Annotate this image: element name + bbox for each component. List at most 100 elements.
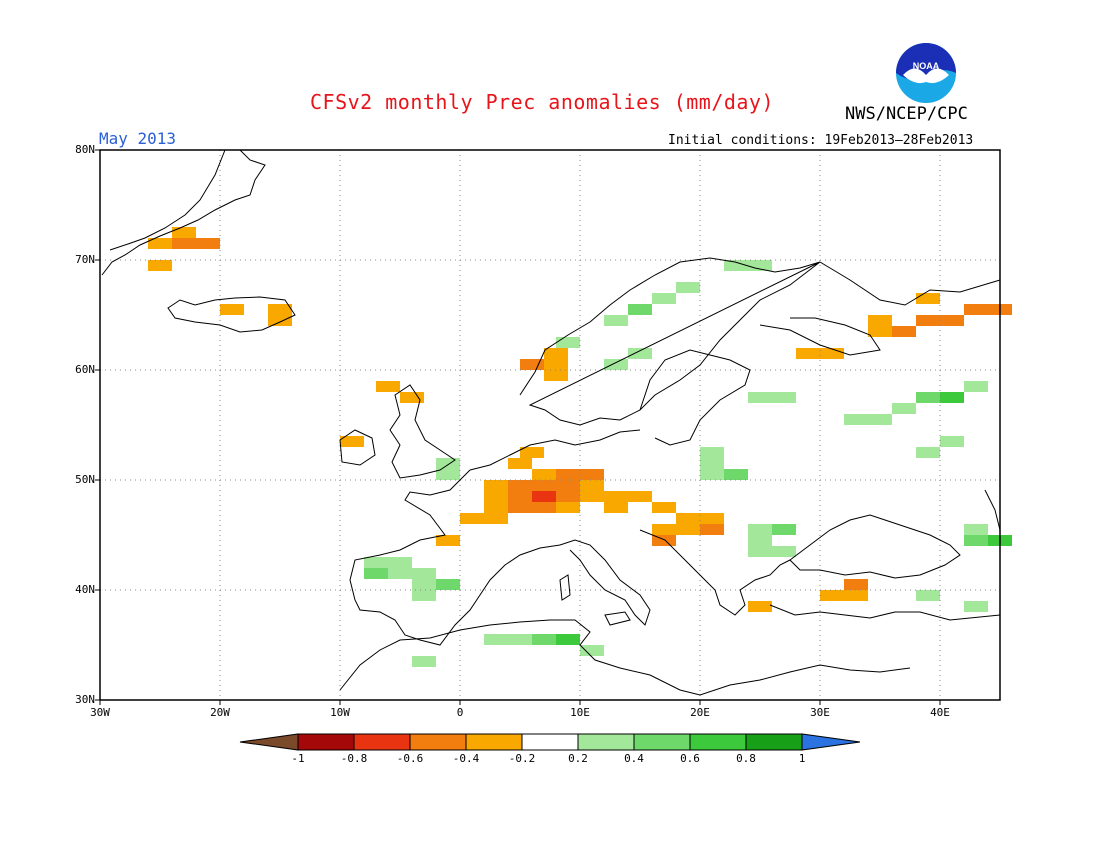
anomaly-cell — [604, 359, 628, 370]
anomaly-cell — [700, 513, 724, 524]
colorbar-swatch — [689, 733, 747, 751]
anomaly-cell — [820, 348, 844, 359]
anomaly-cell — [436, 458, 460, 469]
colorbar-swatch — [353, 733, 411, 751]
anomaly-cell — [484, 502, 508, 513]
anomaly-cell — [700, 469, 724, 480]
anomaly-cell — [748, 535, 772, 546]
lon-label: 0 — [456, 706, 464, 719]
anomaly-cell — [508, 491, 532, 502]
colorbar-label: 1 — [798, 752, 806, 765]
lat-label: 40N — [75, 583, 95, 596]
anomaly-cell — [676, 513, 700, 524]
lon-label: 10E — [570, 706, 590, 719]
lon-label: 30E — [810, 706, 830, 719]
anomaly-cell — [556, 634, 580, 645]
anomaly-cell — [412, 656, 436, 667]
anomaly-cell — [700, 447, 724, 458]
anomaly-cell — [508, 458, 532, 469]
anomaly-cell — [196, 238, 220, 249]
anomaly-cell — [628, 348, 652, 359]
anomaly-cell — [544, 348, 568, 359]
anomaly-cell — [964, 304, 988, 315]
anomaly-cell — [556, 469, 580, 480]
lon-label: 20E — [690, 706, 710, 719]
lat-label: 70N — [75, 253, 95, 266]
anomaly-cell — [484, 513, 508, 524]
anomaly-cell — [748, 260, 772, 271]
anomaly-cell — [796, 348, 820, 359]
anomaly-cell — [412, 590, 436, 601]
anomaly-cell — [556, 337, 580, 348]
anomaly-cell — [820, 590, 844, 601]
anomaly-cell — [892, 326, 916, 337]
anomaly-cell — [532, 502, 556, 513]
anomaly-cell — [604, 502, 628, 513]
anomaly-cell — [604, 315, 628, 326]
anomaly-cell — [844, 579, 868, 590]
anomaly-cell — [484, 491, 508, 502]
anomaly-cell — [148, 260, 172, 271]
anomaly-cell — [964, 601, 988, 612]
anomaly-cell — [532, 480, 556, 491]
anomaly-cell — [532, 491, 556, 502]
anomaly-cell — [916, 447, 940, 458]
organization-label: NWS/NCEP/CPC — [845, 104, 968, 124]
colorbar-label: 0.4 — [624, 752, 644, 765]
graticule — [100, 150, 1000, 700]
anomaly-cell — [772, 546, 796, 557]
colorbar-swatch — [577, 733, 635, 751]
anomaly-cell — [580, 469, 604, 480]
anomaly-cells — [148, 227, 1012, 667]
anomaly-cell — [964, 524, 988, 535]
anomaly-cell — [580, 480, 604, 491]
colorbar-swatch — [297, 733, 355, 751]
anomaly-cell — [940, 392, 964, 403]
anomaly-cell — [652, 535, 676, 546]
anomaly-cell — [532, 469, 556, 480]
anomaly-cell — [724, 260, 748, 271]
colorbar-label: 0.8 — [736, 752, 756, 765]
anomaly-cell — [412, 568, 436, 579]
colorbar-label: 0.2 — [568, 752, 588, 765]
anomaly-cell — [580, 491, 604, 502]
colorbar-label: -0.8 — [340, 752, 368, 765]
anomaly-cell — [172, 227, 196, 238]
anomaly-cell — [556, 480, 580, 491]
anomaly-cell — [436, 579, 460, 590]
anomaly-cell — [868, 315, 892, 326]
anomaly-cell — [964, 535, 988, 546]
anomaly-cell — [748, 524, 772, 535]
anomaly-cell — [364, 557, 388, 568]
axis-ticks — [95, 149, 941, 705]
anomaly-cell — [388, 557, 412, 568]
anomaly-cell — [676, 524, 700, 535]
anomaly-cell — [700, 524, 724, 535]
anomaly-cell — [520, 447, 544, 458]
anomaly-cell — [652, 293, 676, 304]
anomaly-cell — [148, 238, 172, 249]
anomaly-cell — [376, 381, 400, 392]
anomaly-cell — [400, 392, 424, 403]
colorbar-swatch — [633, 733, 691, 751]
anomaly-cell — [844, 590, 868, 601]
colorbar-label: -0.6 — [396, 752, 424, 765]
anomaly-cell — [940, 315, 964, 326]
forecast-period: May 2013 — [99, 129, 177, 148]
anomaly-cell — [340, 436, 364, 447]
anomaly-cell — [436, 535, 460, 546]
anomaly-cell — [544, 359, 568, 370]
colorbar — [239, 733, 861, 751]
lon-label: 30W — [90, 706, 110, 719]
anomaly-cell — [916, 293, 940, 304]
chart-title: CFSv2 monthly Prec anomalies (mm/day) — [310, 90, 775, 114]
colorbar-label: -0.4 — [452, 752, 480, 765]
anomaly-cell — [580, 645, 604, 656]
colorbar-label: 0.6 — [680, 752, 700, 765]
anomaly-cell — [652, 524, 676, 535]
colorbar-under-triangle — [239, 733, 299, 751]
anomaly-cell — [916, 392, 940, 403]
anomaly-cell — [460, 513, 484, 524]
anomaly-cell — [508, 480, 532, 491]
